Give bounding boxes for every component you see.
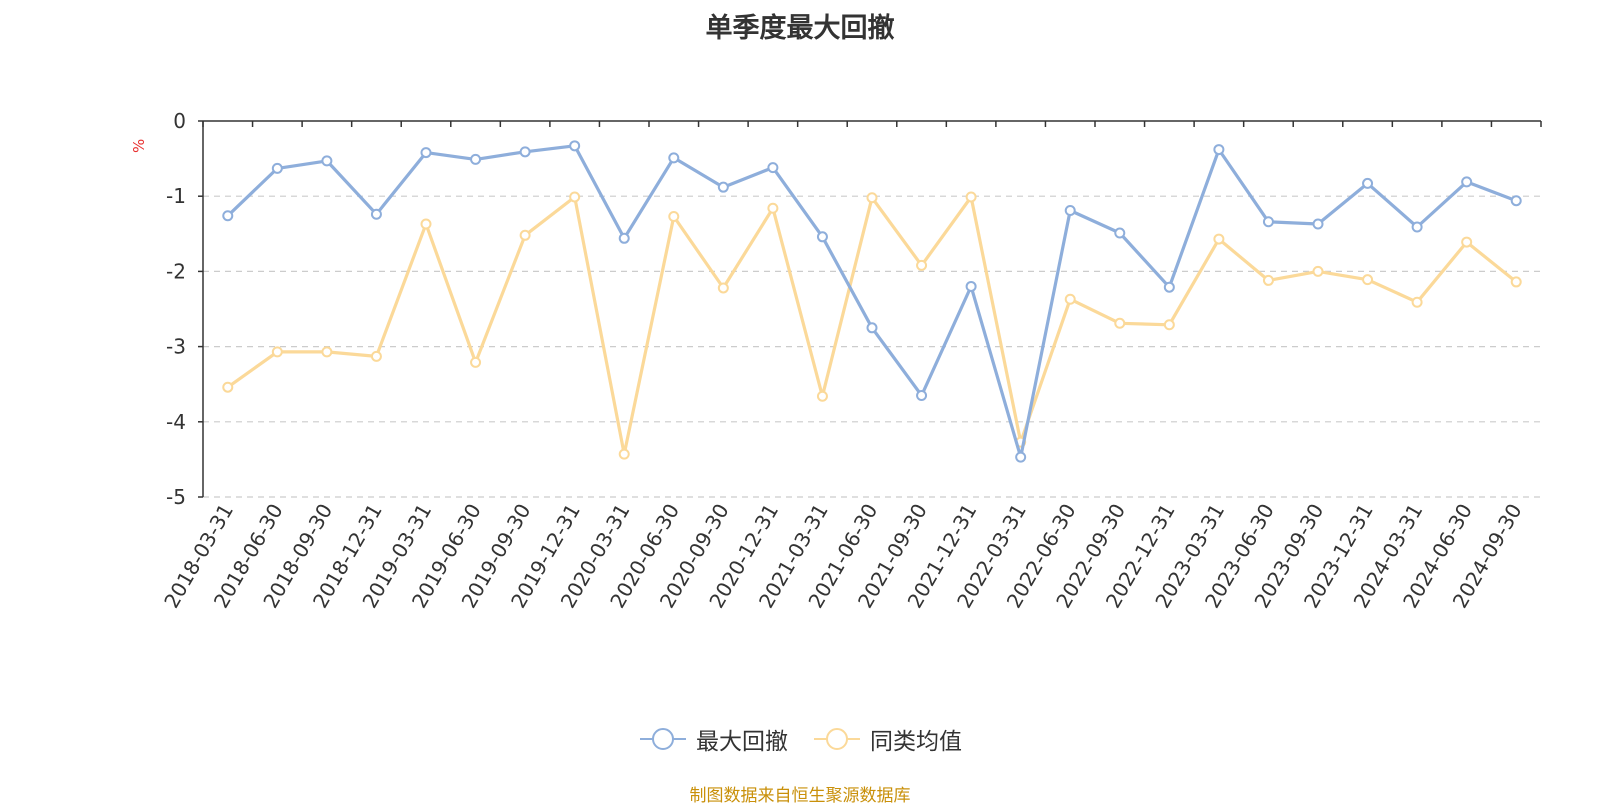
data-point-0-8[interactable] [618, 232, 630, 244]
axes [198, 120, 1542, 498]
chart-title: 单季度最大回撤 [705, 13, 895, 44]
data-point-0-11[interactable] [767, 162, 779, 174]
legend: 最大回撤 同类均值 [0, 722, 1600, 756]
data-point-1-26[interactable] [1510, 276, 1522, 288]
data-point-1-22[interactable] [1312, 265, 1324, 277]
data-point-1-10[interactable] [717, 282, 729, 294]
data-point-1-4[interactable] [420, 218, 432, 230]
data-point-1-20[interactable] [1213, 233, 1225, 245]
data-point-1-5[interactable] [470, 356, 482, 368]
data-point-0-0[interactable] [222, 210, 234, 222]
data-point-1-11[interactable] [767, 202, 779, 214]
data-point-1-24[interactable] [1411, 296, 1423, 308]
data-point-1-14[interactable] [916, 259, 928, 271]
legend-label-1: 同类均值 [870, 729, 962, 755]
series-0 [222, 140, 1522, 463]
legend-marker-1-icon [814, 728, 860, 750]
data-point-0-23[interactable] [1362, 177, 1374, 189]
x-tick-labels: 2018-03-312018-06-302018-09-302018-12-31… [159, 500, 1526, 613]
data-point-1-21[interactable] [1262, 274, 1274, 286]
data-point-0-16[interactable] [1015, 451, 1027, 463]
data-point-1-3[interactable] [370, 350, 382, 362]
data-point-1-25[interactable] [1461, 236, 1473, 248]
data-point-0-9[interactable] [668, 152, 680, 164]
legend-item-1[interactable]: 同类均值 [812, 722, 962, 756]
data-point-0-22[interactable] [1312, 218, 1324, 230]
data-point-0-19[interactable] [1163, 281, 1175, 293]
data-point-0-26[interactable] [1510, 195, 1522, 207]
y-tick-label-0: 0 [173, 109, 186, 133]
series-1 [222, 191, 1522, 460]
data-point-1-19[interactable] [1163, 319, 1175, 331]
data-point-1-15[interactable] [965, 191, 977, 203]
data-point-0-20[interactable] [1213, 144, 1225, 156]
data-point-1-6[interactable] [519, 229, 531, 241]
data-source-note: 制图数据来自恒生聚源数据库 [689, 786, 911, 806]
data-point-0-3[interactable] [370, 208, 382, 220]
data-point-1-9[interactable] [668, 211, 680, 223]
data-point-0-2[interactable] [321, 155, 333, 167]
legend-item-0[interactable]: 最大回撤 [638, 722, 788, 756]
data-point-1-12[interactable] [816, 390, 828, 402]
data-point-0-1[interactable] [271, 162, 283, 174]
grid-lines [203, 195, 1541, 498]
data-point-0-5[interactable] [470, 153, 482, 165]
data-point-0-21[interactable] [1262, 216, 1274, 228]
data-point-0-6[interactable] [519, 146, 531, 158]
data-point-1-8[interactable] [618, 448, 630, 460]
data-point-1-0[interactable] [222, 381, 234, 393]
y-tick-label-1: -1 [166, 184, 186, 208]
series-group [222, 140, 1522, 463]
data-point-1-1[interactable] [271, 346, 283, 358]
data-point-1-17[interactable] [1064, 293, 1076, 305]
y-tick-label-5: -5 [166, 485, 186, 509]
data-point-0-7[interactable] [569, 140, 581, 152]
data-point-0-10[interactable] [717, 181, 729, 193]
legend-label-0: 最大回撤 [696, 729, 788, 755]
data-point-0-14[interactable] [916, 389, 928, 401]
data-point-0-4[interactable] [420, 147, 432, 159]
y-tick-label-2: -2 [166, 259, 186, 283]
data-point-0-12[interactable] [816, 231, 828, 243]
data-point-0-17[interactable] [1064, 204, 1076, 216]
legend-marker-0-icon [640, 728, 686, 750]
y-tick-label-4: -4 [166, 410, 186, 434]
data-point-1-13[interactable] [866, 192, 878, 204]
data-point-1-23[interactable] [1362, 274, 1374, 286]
data-point-0-13[interactable] [866, 322, 878, 334]
line-chart: 0 -1 -2 -3 -4 -5 2018-03-312018-06-302018-09-… [159, 109, 1542, 613]
data-point-1-18[interactable] [1114, 317, 1126, 329]
y-tick-labels: 0 -1 -2 -3 -4 -5 [166, 109, 186, 509]
data-point-0-15[interactable] [965, 280, 977, 292]
data-point-1-2[interactable] [321, 346, 333, 358]
data-point-1-7[interactable] [569, 191, 581, 203]
y-tick-label-3: -3 [166, 335, 186, 359]
data-point-0-24[interactable] [1411, 221, 1423, 233]
data-point-0-25[interactable] [1461, 176, 1473, 188]
data-point-0-18[interactable] [1114, 227, 1126, 239]
